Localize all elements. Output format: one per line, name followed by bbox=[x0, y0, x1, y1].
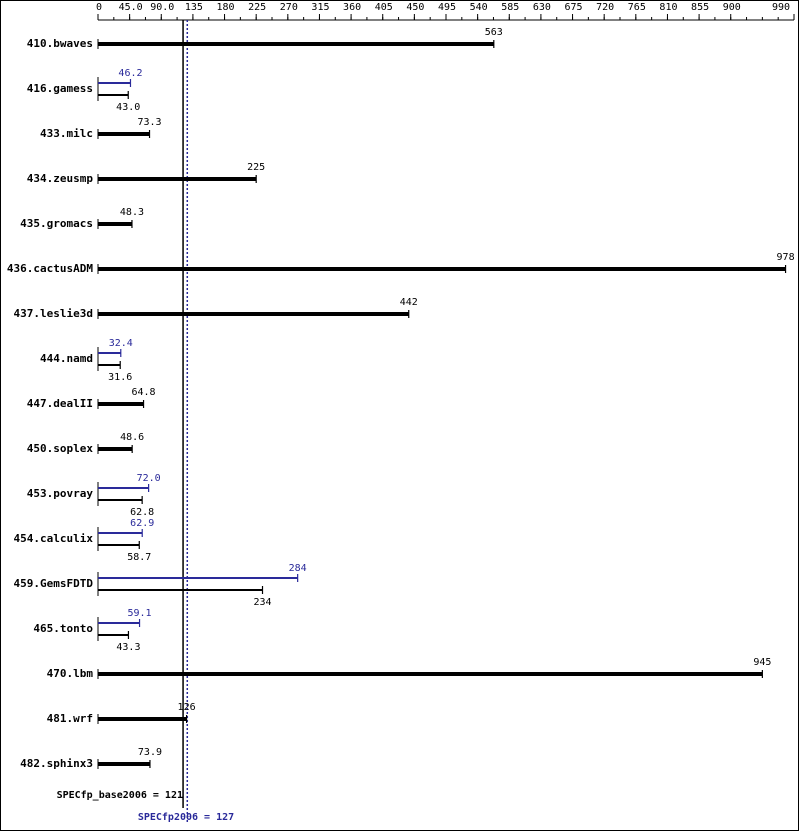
value-label: 58.7 bbox=[127, 552, 151, 563]
value-label: 234 bbox=[253, 597, 271, 608]
value-label: 442 bbox=[400, 297, 418, 308]
value-label: 563 bbox=[485, 27, 503, 38]
x-tick-label: 630 bbox=[533, 2, 551, 13]
category-label: 454.calculix bbox=[14, 532, 94, 545]
x-tick-label: 315 bbox=[311, 2, 329, 13]
x-tick-label: 495 bbox=[438, 2, 456, 13]
value-label: 978 bbox=[777, 252, 795, 263]
value-label: 62.9 bbox=[130, 518, 154, 529]
category-label: 450.soplex bbox=[27, 442, 94, 455]
category-label: 465.tonto bbox=[33, 622, 93, 635]
category-label: 453.povray bbox=[27, 487, 94, 500]
x-tick-label: 90.0 bbox=[150, 2, 174, 13]
value-label: 945 bbox=[753, 657, 771, 668]
value-label: 284 bbox=[289, 563, 307, 574]
category-label: 433.milc bbox=[40, 127, 93, 140]
value-label: 72.0 bbox=[137, 473, 161, 484]
x-tick-label: 270 bbox=[280, 2, 298, 13]
x-tick-label: 405 bbox=[375, 2, 393, 13]
category-label: 470.lbm bbox=[47, 667, 94, 680]
value-label: 43.3 bbox=[116, 642, 140, 653]
x-tick-label: 225 bbox=[248, 2, 266, 13]
x-tick-label: 180 bbox=[217, 2, 235, 13]
x-tick-label: 675 bbox=[565, 2, 583, 13]
category-label: 482.sphinx3 bbox=[20, 757, 93, 770]
category-label: 436.cactusADM bbox=[7, 262, 93, 275]
reference-label: SPECfp2006 = 127 bbox=[138, 812, 234, 823]
x-tick-label: 135 bbox=[185, 2, 203, 13]
x-tick-label: 540 bbox=[470, 2, 488, 13]
value-label: 48.3 bbox=[120, 207, 144, 218]
category-label: 444.namd bbox=[40, 352, 93, 365]
category-label: 437.leslie3d bbox=[14, 307, 93, 320]
category-label: 416.gamess bbox=[27, 82, 93, 95]
value-label: 73.9 bbox=[138, 747, 162, 758]
category-label: 481.wrf bbox=[47, 712, 93, 725]
category-label: 447.dealII bbox=[27, 397, 93, 410]
value-label: 59.1 bbox=[128, 608, 152, 619]
x-tick-label: 585 bbox=[501, 2, 519, 13]
x-tick-label: 990 bbox=[772, 2, 790, 13]
x-tick-label: 360 bbox=[343, 2, 361, 13]
value-label: 225 bbox=[247, 162, 265, 173]
category-label: 410.bwaves bbox=[27, 37, 93, 50]
value-label: 48.6 bbox=[120, 432, 144, 443]
reference-label: SPECfp_base2006 = 121 bbox=[57, 790, 183, 801]
x-tick-label: 855 bbox=[691, 2, 709, 13]
category-label: 434.zeusmp bbox=[27, 172, 94, 185]
value-label: 43.0 bbox=[116, 102, 140, 113]
x-tick-label: 0 bbox=[96, 2, 102, 13]
x-tick-label: 450 bbox=[406, 2, 424, 13]
value-label: 31.6 bbox=[108, 372, 132, 383]
category-label: 459.GemsFDTD bbox=[14, 577, 94, 590]
value-label: 64.8 bbox=[132, 387, 156, 398]
value-label: 126 bbox=[178, 702, 196, 713]
x-tick-label: 720 bbox=[596, 2, 614, 13]
x-tick-label: 765 bbox=[628, 2, 646, 13]
value-label: 73.3 bbox=[137, 117, 161, 128]
category-label: 435.gromacs bbox=[20, 217, 93, 230]
value-label: 62.8 bbox=[130, 507, 154, 518]
value-label: 46.2 bbox=[118, 68, 142, 79]
x-tick-label: 45.0 bbox=[119, 2, 143, 13]
value-label: 32.4 bbox=[109, 338, 133, 349]
x-tick-label: 810 bbox=[659, 2, 677, 13]
x-tick-label: 900 bbox=[723, 2, 741, 13]
